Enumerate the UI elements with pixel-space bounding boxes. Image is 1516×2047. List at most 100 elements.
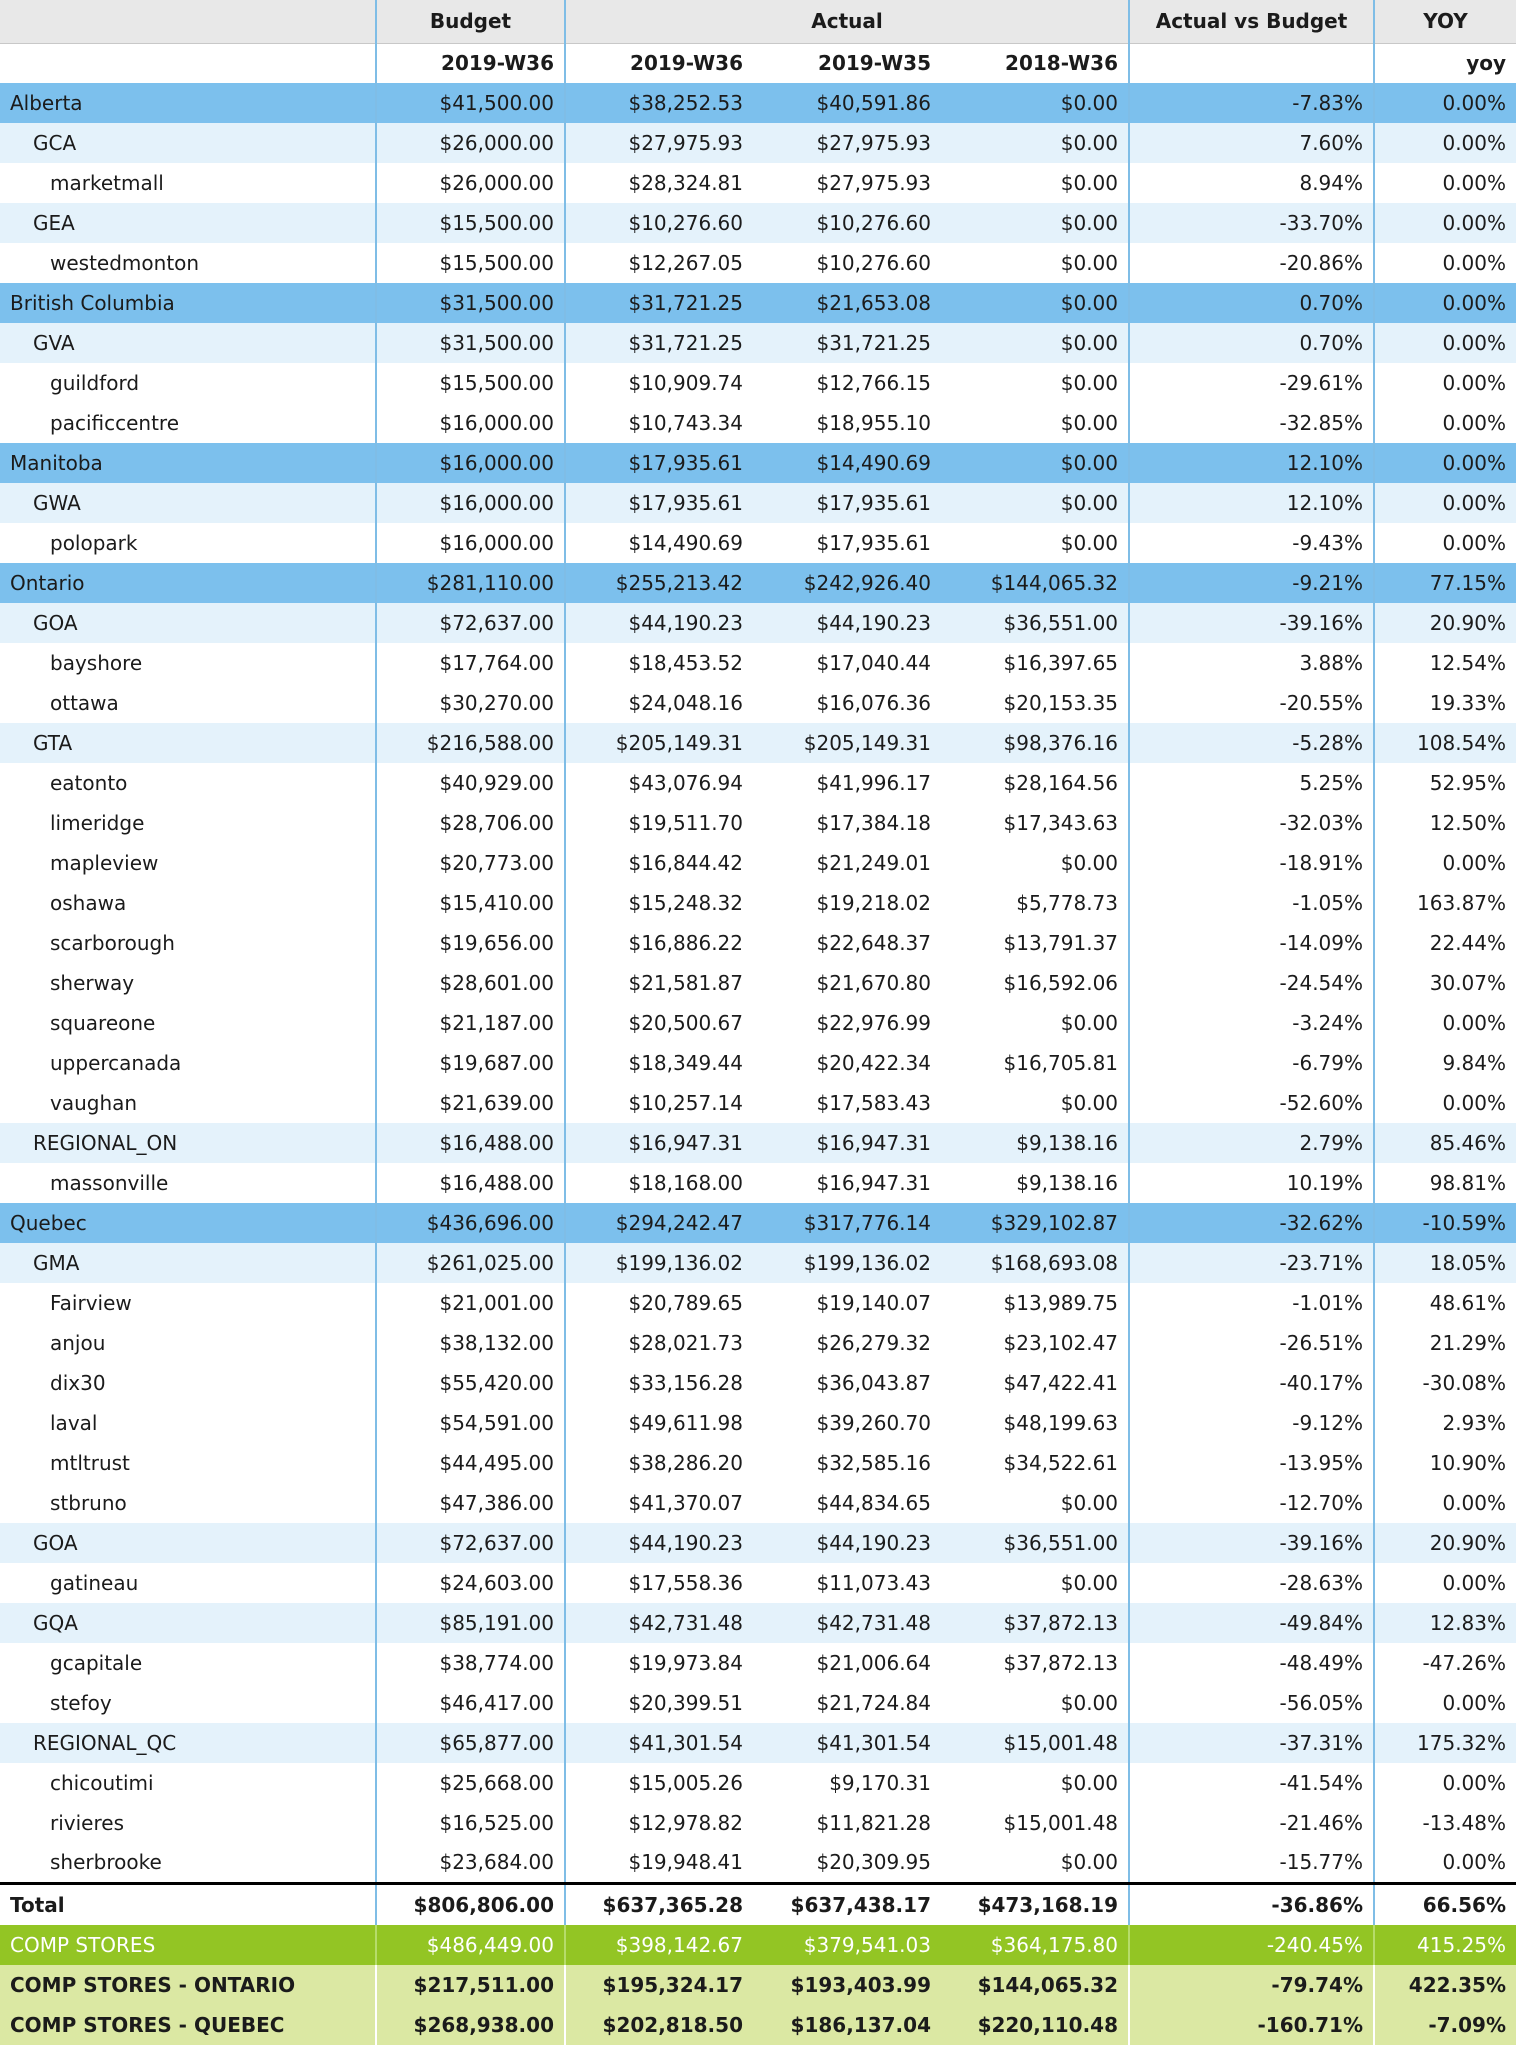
row-name-cell: marketmall bbox=[0, 163, 376, 203]
actual-w35-cell: $21,670.80 bbox=[753, 963, 941, 1003]
actual-vs-budget-cell: -24.54% bbox=[1129, 963, 1376, 1003]
actual-w35-cell: $21,724.84 bbox=[753, 1683, 941, 1723]
row-name-cell: REGIONAL_ON bbox=[0, 1123, 376, 1163]
actual-w36-cell: $28,324.81 bbox=[564, 163, 753, 203]
budget-cell: $486,449.00 bbox=[375, 1925, 565, 1965]
store-row: vaughan $21,639.00 $10,257.14 $17,583.43 $0.… bbox=[0, 1083, 1516, 1123]
store-row: sherbrooke $23,684.00 $19,948.41 $20,309.95… bbox=[0, 1843, 1516, 1883]
actual-w36-cell: $255,213.42 bbox=[564, 563, 753, 603]
row-name-cell: uppercanada bbox=[0, 1043, 376, 1083]
comp-stores-row: COMP STORES - QUEBEC $268,938.00 $202,818.… bbox=[0, 2005, 1516, 2045]
header-budget: Budget bbox=[375, 0, 565, 44]
actual-w36-cell: $41,370.07 bbox=[564, 1483, 753, 1523]
comp-stores-row: COMP STORES - ONTARIO $217,511.00 $195,324… bbox=[0, 1965, 1516, 2005]
budget-cell: $16,000.00 bbox=[375, 443, 565, 483]
actual-2018-w36-cell: $37,872.13 bbox=[941, 1643, 1131, 1683]
summary-body: Total $806,806.00 $637,365.28 $637,438.17 $4… bbox=[0, 1881, 1516, 2045]
actual-vs-budget-cell: -9.12% bbox=[1129, 1403, 1376, 1443]
budget-cell: $26,000.00 bbox=[375, 123, 565, 163]
actual-2018-w36-cell: $5,778.73 bbox=[941, 883, 1131, 923]
row-name-cell: stefoy bbox=[0, 1683, 376, 1723]
row-name-cell: mtltrust bbox=[0, 1443, 376, 1483]
actual-vs-budget-cell: 3.88% bbox=[1129, 643, 1376, 683]
budget-cell: $41,500.00 bbox=[375, 83, 565, 123]
actual-2018-w36-cell: $20,153.35 bbox=[941, 683, 1131, 723]
budget-cell: $16,000.00 bbox=[375, 523, 565, 563]
actual-2018-w36-cell: $98,376.16 bbox=[941, 723, 1131, 763]
actual-w35-cell: $44,190.23 bbox=[753, 603, 941, 643]
actual-2018-w36-cell: $16,705.81 bbox=[941, 1043, 1131, 1083]
yoy-cell: 12.54% bbox=[1374, 643, 1516, 683]
actual-2018-w36-cell: $144,065.32 bbox=[941, 1965, 1131, 2005]
actual-vs-budget-cell: 0.70% bbox=[1129, 323, 1376, 363]
actual-vs-budget-cell: -79.74% bbox=[1129, 1965, 1376, 2005]
yoy-cell: 85.46% bbox=[1374, 1123, 1516, 1163]
actual-w35-cell: $16,076.36 bbox=[753, 683, 941, 723]
yoy-cell: -10.59% bbox=[1374, 1203, 1516, 1243]
actual-w35-cell: $193,403.99 bbox=[753, 1965, 941, 2005]
actual-w36-cell: $15,005.26 bbox=[564, 1763, 753, 1803]
yoy-cell: 98.81% bbox=[1374, 1163, 1516, 1203]
row-name-cell: limeridge bbox=[0, 803, 376, 843]
actual-2018-w36-cell: $144,065.32 bbox=[941, 563, 1131, 603]
actual-w35-cell: $27,975.93 bbox=[753, 163, 941, 203]
actual-w35-cell: $10,276.60 bbox=[753, 203, 941, 243]
yoy-cell: 415.25% bbox=[1374, 1925, 1516, 1965]
actual-w35-cell: $19,218.02 bbox=[753, 883, 941, 923]
actual-w36-cell: $398,142.67 bbox=[564, 1925, 753, 1965]
header-actual-vs-budget: Actual vs Budget bbox=[1129, 0, 1376, 44]
row-name-cell: oshawa bbox=[0, 883, 376, 923]
actual-2018-w36-cell: $15,001.48 bbox=[941, 1723, 1131, 1763]
actual-w36-cell: $12,978.82 bbox=[564, 1803, 753, 1843]
actual-w35-cell: $317,776.14 bbox=[753, 1203, 941, 1243]
header-budget-week: 2019-W36 bbox=[375, 43, 565, 83]
actual-w35-cell: $31,721.25 bbox=[753, 323, 941, 363]
store-row: gcapitale $38,774.00 $19,973.84 $21,006.64 $… bbox=[0, 1643, 1516, 1683]
budget-cell: $46,417.00 bbox=[375, 1683, 565, 1723]
actual-w35-cell: $41,301.54 bbox=[753, 1723, 941, 1763]
row-name-cell: bayshore bbox=[0, 643, 376, 683]
actual-2018-w36-cell: $34,522.61 bbox=[941, 1443, 1131, 1483]
actual-w36-cell: $44,190.23 bbox=[564, 1523, 753, 1563]
actual-vs-budget-cell: -18.91% bbox=[1129, 843, 1376, 883]
region-row: Manitoba $16,000.00 $17,935.61 $14,490.69 $0… bbox=[0, 443, 1516, 483]
actual-w35-cell: $17,583.43 bbox=[753, 1083, 941, 1123]
budget-cell: $19,687.00 bbox=[375, 1043, 565, 1083]
yoy-cell: 0.00% bbox=[1374, 243, 1516, 283]
yoy-cell: 422.35% bbox=[1374, 1965, 1516, 2005]
header-group-row: Budget Actual Actual vs Budget YOY bbox=[0, 0, 1516, 44]
budget-cell: $268,938.00 bbox=[375, 2005, 565, 2045]
actual-vs-budget-cell: 5.25% bbox=[1129, 763, 1376, 803]
area-row: GWA $16,000.00 $17,935.61 $17,935.61 $0.00 12… bbox=[0, 483, 1516, 523]
actual-vs-budget-cell: -26.51% bbox=[1129, 1323, 1376, 1363]
store-row: uppercanada $19,687.00 $18,349.44 $20,422.3… bbox=[0, 1043, 1516, 1083]
actual-w35-cell: $10,276.60 bbox=[753, 243, 941, 283]
actual-vs-budget-cell: -14.09% bbox=[1129, 923, 1376, 963]
actual-2018-w36-cell: $9,138.16 bbox=[941, 1123, 1131, 1163]
row-name-cell: ottawa bbox=[0, 683, 376, 723]
actual-w35-cell: $32,585.16 bbox=[753, 1443, 941, 1483]
budget-cell: $44,495.00 bbox=[375, 1443, 565, 1483]
actual-2018-w36-cell: $0.00 bbox=[941, 523, 1131, 563]
yoy-cell: -13.48% bbox=[1374, 1803, 1516, 1843]
budget-cell: $806,806.00 bbox=[375, 1881, 565, 1925]
row-name-cell: Ontario bbox=[0, 563, 376, 603]
actual-w35-cell: $16,947.31 bbox=[753, 1123, 941, 1163]
actual-vs-budget-cell: -32.85% bbox=[1129, 403, 1376, 443]
budget-cell: $15,500.00 bbox=[375, 203, 565, 243]
actual-w36-cell: $38,286.20 bbox=[564, 1443, 753, 1483]
row-name-cell: sherway bbox=[0, 963, 376, 1003]
yoy-cell: 163.87% bbox=[1374, 883, 1516, 923]
row-name-cell: Manitoba bbox=[0, 443, 376, 483]
budget-cell: $21,187.00 bbox=[375, 1003, 565, 1043]
yoy-cell: 0.00% bbox=[1374, 403, 1516, 443]
row-name-cell: COMP STORES bbox=[0, 1925, 376, 1965]
budget-cell: $16,488.00 bbox=[375, 1123, 565, 1163]
budget-cell: $38,132.00 bbox=[375, 1323, 565, 1363]
row-name-cell: GOA bbox=[0, 603, 376, 643]
actual-2018-w36-cell: $36,551.00 bbox=[941, 603, 1131, 643]
budget-cell: $38,774.00 bbox=[375, 1643, 565, 1683]
actual-w36-cell: $18,168.00 bbox=[564, 1163, 753, 1203]
budget-cell: $28,706.00 bbox=[375, 803, 565, 843]
